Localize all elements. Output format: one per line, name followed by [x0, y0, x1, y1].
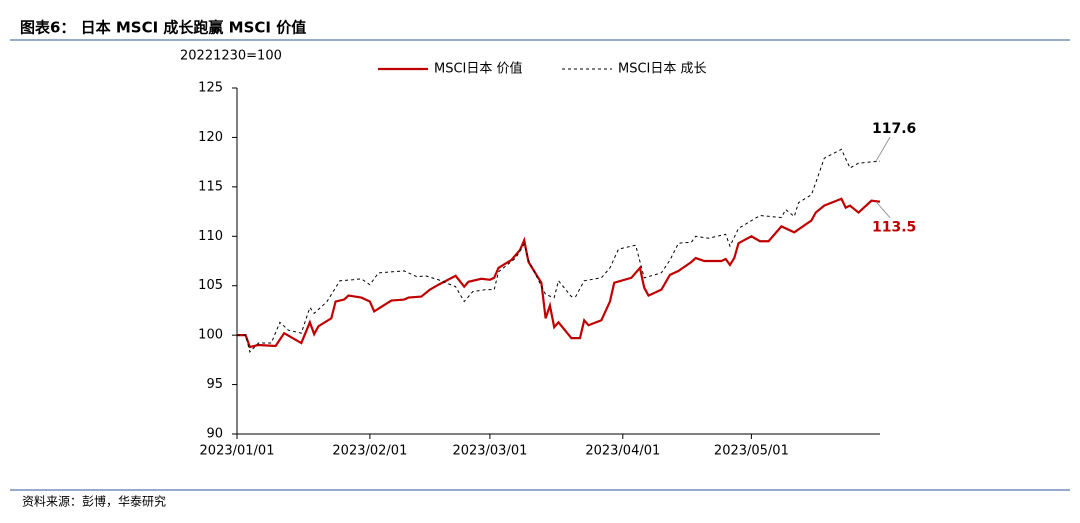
- y-tick-label: 120: [198, 130, 223, 145]
- x-tick-label: 2023/05/01: [714, 444, 789, 459]
- x-tick-label: 2023/02/01: [332, 444, 407, 459]
- page-title: 图表6： 日本 MSCI 成长跑赢 MSCI 价值: [20, 19, 306, 37]
- y-tick-label: 105: [198, 278, 223, 293]
- y-axis-label: 20221230=100: [180, 49, 282, 64]
- x-tick-label: 2023/03/01: [452, 444, 527, 459]
- y-tick-label: 90: [206, 427, 223, 442]
- end-label: 117.6: [872, 121, 916, 137]
- y-tick-label: 110: [198, 229, 223, 244]
- end-label: 113.5: [872, 220, 916, 236]
- series-line: [237, 148, 881, 353]
- x-tick-label: 2023/01/01: [200, 444, 275, 459]
- series-line: [237, 197, 881, 349]
- label-leader: [875, 201, 891, 219]
- y-tick-label: 100: [198, 328, 223, 343]
- x-tick-label: 2023/04/01: [585, 444, 660, 459]
- source: 资料来源：彭博，华泰研究: [22, 494, 166, 509]
- legend-label: MSCI日本 成长: [618, 62, 707, 77]
- y-tick-label: 115: [198, 179, 223, 194]
- label-leader: [875, 136, 891, 162]
- y-tick-label: 95: [206, 377, 223, 392]
- legend-label: MSCI日本 价值: [434, 61, 523, 77]
- y-tick-label: 125: [198, 81, 223, 96]
